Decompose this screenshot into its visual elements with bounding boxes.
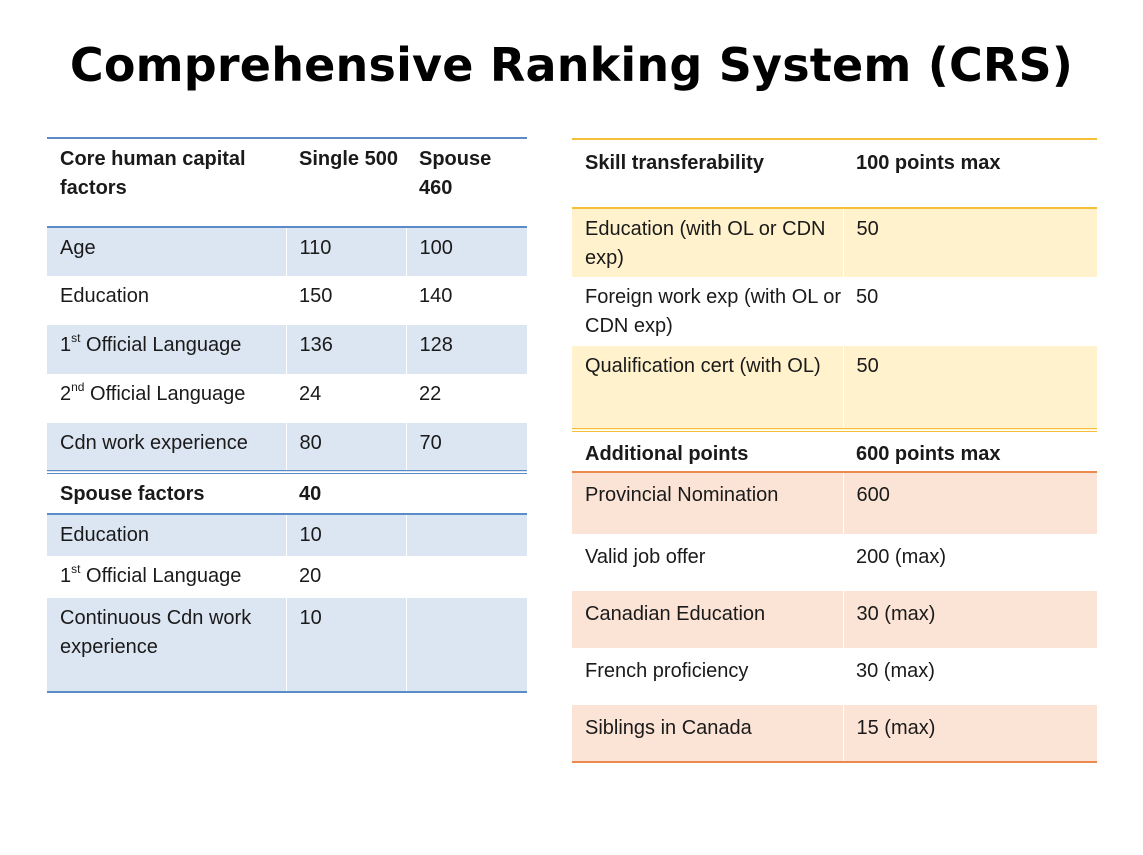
row-spouse: 128: [405, 325, 527, 374]
row-label: French proficiency: [585, 660, 749, 682]
table-row: Cdn work experience 80 70: [47, 423, 527, 474]
row-spouse: 100: [405, 227, 527, 276]
core-factors-table: Core human capital factors Single 500 Sp…: [47, 137, 527, 693]
table-row: Foreign work exp (with OL or CDN exp) 50: [572, 277, 1097, 346]
row-points: 20: [299, 565, 322, 587]
row-spouse: 22: [419, 383, 442, 405]
row-spouse: 70: [405, 423, 527, 474]
table-row: 1st Official Language 20: [47, 556, 527, 598]
row-label: Valid job offer: [585, 546, 706, 568]
row-points: 50: [856, 286, 879, 308]
row-points: 30 (max): [842, 591, 1097, 648]
skill-header-label: Skill transferability: [572, 138, 843, 209]
row-single: 110: [285, 227, 406, 276]
row-points: 50: [842, 346, 1097, 432]
skill-header-row: Skill transferability 100 points max: [572, 138, 1097, 209]
spouse-header-row: Spouse factors 40: [47, 472, 527, 515]
additional-header-points: 600 points max: [843, 430, 1097, 473]
table-row: French proficiency 30 (max): [572, 648, 1097, 705]
row-label: Cdn work experience: [47, 423, 286, 474]
row-spouse: 140: [419, 285, 453, 307]
table-row: 1st Official Language 136 128: [47, 325, 527, 374]
table-row: Education 10: [47, 514, 527, 556]
table-row: Canadian Education 30 (max): [572, 591, 1097, 648]
row-points: 15 (max): [842, 705, 1097, 763]
table-row: Provincial Nomination 600: [572, 472, 1097, 534]
table-row: Valid job offer 200 (max): [572, 534, 1097, 591]
spouse-header-label: Spouse factors: [47, 472, 286, 515]
core-header-spouse: Spouse 460: [406, 137, 527, 228]
skill-header-points: 100 points max: [843, 138, 1097, 209]
row-points: 10: [285, 514, 406, 556]
row-label: Qualification cert (with OL): [572, 346, 843, 432]
table-row: Siblings in Canada 15 (max): [572, 705, 1097, 763]
additional-header-label: Additional points: [572, 430, 843, 473]
table-row: Education (with OL or CDN exp) 50: [572, 208, 1097, 277]
row-label: 1st Official Language: [60, 562, 242, 587]
table-row: 2nd Official Language 24 22: [47, 374, 527, 423]
row-single: 80: [285, 423, 406, 474]
row-single: 136: [285, 325, 406, 374]
row-label: Education: [60, 285, 149, 307]
row-points: 30 (max): [856, 660, 935, 682]
row-label: Canadian Education: [572, 591, 843, 648]
row-label: Education: [47, 514, 286, 556]
skill-additional-table: Skill transferability 100 points max Edu…: [572, 138, 1097, 763]
row-label: Siblings in Canada: [572, 705, 843, 763]
row-single: 24: [299, 383, 322, 405]
row-label: 1st Official Language: [47, 325, 286, 374]
table-row: Qualification cert (with OL) 50: [572, 346, 1097, 432]
table-row: Continuous Cdn work experience 10: [47, 598, 527, 693]
row-label: Education (with OL or CDN exp): [572, 208, 843, 277]
row-label: Foreign work exp (with OL or CDN exp): [585, 286, 842, 337]
row-label: 2nd Official Language: [60, 380, 246, 405]
row-points: 50: [842, 208, 1097, 277]
additional-header-row: Additional points 600 points max: [572, 430, 1097, 473]
table-row: Education 150 140: [47, 276, 527, 325]
core-header-single: Single 500: [286, 137, 406, 228]
row-points: 200 (max): [856, 546, 947, 568]
row-points: 10: [285, 598, 406, 693]
page-title: Comprehensive Ranking System (CRS): [69, 38, 1074, 92]
spouse-header-points: 40: [286, 472, 406, 515]
row-points: 600: [842, 472, 1097, 534]
row-single: 150: [299, 285, 333, 307]
row-label: Continuous Cdn work experience: [47, 598, 286, 693]
row-label: Age: [47, 227, 286, 276]
core-header-row: Core human capital factors Single 500 Sp…: [47, 137, 527, 228]
row-label: Provincial Nomination: [572, 472, 843, 534]
table-row: Age 110 100: [47, 227, 527, 276]
core-header-label: Core human capital factors: [47, 137, 286, 228]
